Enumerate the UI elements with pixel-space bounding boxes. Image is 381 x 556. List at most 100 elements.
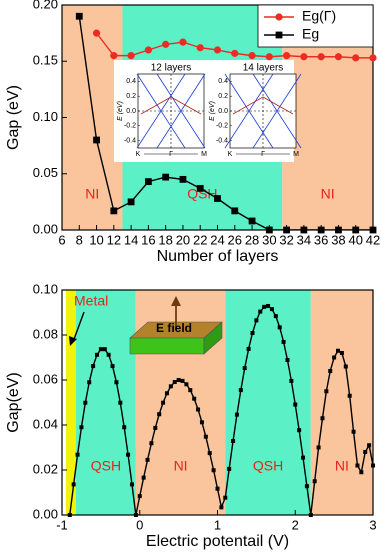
marker	[118, 400, 123, 405]
marker	[351, 429, 356, 434]
inset-x-label: Γ	[261, 151, 265, 158]
inset-x-label: K	[136, 151, 141, 158]
inset-x-label: M	[293, 151, 299, 158]
y-axis-title: Gap (eV)	[5, 85, 22, 150]
marker	[336, 348, 341, 353]
marker	[184, 382, 189, 387]
marker	[180, 378, 185, 383]
region-label: NI	[174, 458, 188, 474]
band	[140, 96, 202, 115]
x-tick-label: 8	[76, 232, 83, 247]
metal-arrowhead	[69, 336, 77, 346]
marker	[248, 52, 256, 60]
x-tick-label: -1	[56, 517, 68, 532]
marker	[223, 495, 228, 500]
marker	[328, 369, 333, 373]
marker	[234, 412, 239, 417]
marker	[248, 217, 256, 225]
marker	[71, 482, 76, 487]
region-label: QSH	[187, 186, 217, 202]
inset-title: 14 layers	[243, 63, 284, 74]
marker	[355, 463, 360, 468]
inset-tick-label: 0.4	[126, 78, 136, 85]
marker	[297, 428, 302, 433]
marker	[371, 463, 375, 468]
marker	[144, 46, 152, 54]
marker	[289, 378, 294, 383]
x-axis-title: Number of layers	[157, 248, 279, 265]
inset-ylabel: E (eV)	[117, 101, 124, 121]
marker	[334, 53, 343, 61]
marker	[102, 347, 107, 352]
marker	[281, 339, 286, 344]
marker	[266, 303, 271, 308]
legend-marker	[275, 31, 283, 39]
x-tick-label: 1	[214, 517, 221, 532]
field-side	[203, 321, 223, 355]
marker	[317, 226, 325, 234]
legend-marker	[275, 13, 283, 21]
x-tick-label: 30	[262, 232, 276, 247]
marker	[369, 54, 377, 62]
marker	[293, 402, 298, 407]
region-label: NI	[335, 458, 349, 474]
inset-tick-label: -0.4	[216, 137, 228, 144]
marker	[246, 346, 251, 351]
y-tick-label: 0.20	[33, 0, 58, 11]
marker	[144, 178, 152, 186]
marker	[300, 226, 308, 234]
marker	[273, 314, 278, 319]
marker	[269, 307, 274, 312]
y-tick-label: 0.08	[33, 326, 58, 341]
marker	[317, 53, 325, 61]
marker	[161, 400, 166, 405]
marker	[213, 46, 222, 54]
y-tick-label: 0.04	[33, 416, 58, 431]
inset-x-label: K	[228, 151, 233, 158]
field-label: E field	[156, 321, 192, 335]
marker	[367, 443, 372, 448]
x-axis-title: Electric potentail (V)	[146, 533, 289, 550]
x-tick-label: 12	[107, 232, 121, 247]
marker	[126, 452, 131, 457]
marker	[363, 450, 368, 454]
marker	[283, 226, 291, 234]
marker	[250, 330, 255, 335]
marker	[137, 494, 142, 499]
x-tick-label: 22	[193, 232, 207, 247]
marker	[207, 451, 212, 456]
marker	[359, 470, 364, 475]
band	[156, 73, 206, 149]
marker	[369, 226, 377, 234]
marker	[79, 425, 84, 430]
y-tick-label: 0.05	[33, 165, 58, 180]
inset-tick-label: -0.2	[124, 123, 136, 130]
band	[232, 96, 294, 115]
region	[65, 290, 76, 515]
marker	[162, 40, 170, 48]
marker	[347, 393, 352, 398]
x-tick-label: 20	[176, 232, 190, 247]
x-tick-label: 24	[210, 232, 224, 247]
x-tick-label: 10	[89, 232, 103, 247]
marker	[153, 425, 158, 430]
legend-label: Eg(Γ)	[302, 8, 336, 24]
inset-tick-label: 0.0	[126, 108, 136, 115]
x-tick-label: 6	[58, 232, 65, 247]
marker	[352, 54, 360, 62]
marker	[262, 304, 267, 309]
marker	[316, 445, 321, 450]
marker	[196, 184, 204, 192]
region	[62, 5, 123, 230]
marker	[176, 378, 181, 382]
marker	[145, 457, 150, 462]
marker	[110, 52, 118, 60]
marker	[106, 352, 111, 357]
marker	[94, 352, 99, 357]
band	[136, 73, 186, 149]
marker	[179, 38, 187, 46]
x-tick-label: 3	[369, 517, 376, 532]
marker	[215, 486, 220, 491]
